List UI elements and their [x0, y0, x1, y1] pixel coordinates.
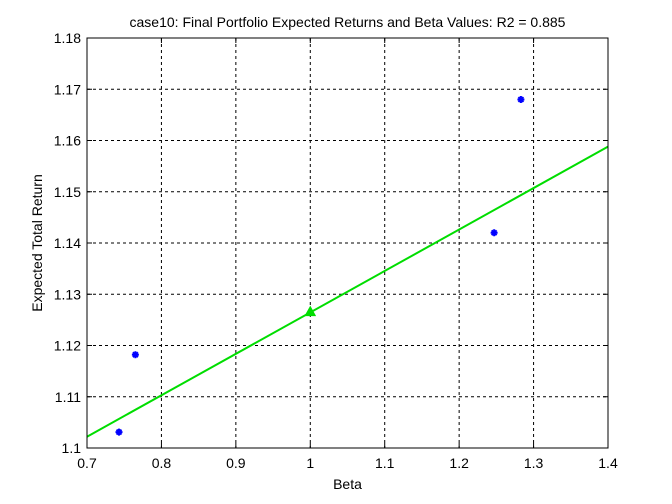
x-tick-label: 1.3 — [524, 455, 544, 471]
y-tick-label: 1.17 — [54, 81, 81, 97]
y-tick-label: 1.16 — [54, 133, 81, 149]
fit-line — [86, 145, 609, 438]
x-tick-label: 0.8 — [152, 455, 172, 471]
data-point-triangle — [304, 305, 317, 317]
data-point-asterisk — [490, 229, 498, 237]
y-tick-label: 1.15 — [54, 184, 81, 200]
y-tick-label: 1.13 — [54, 286, 81, 302]
y-tick-label: 1.12 — [54, 338, 81, 354]
grid — [87, 38, 608, 448]
data-point-asterisk — [131, 351, 139, 359]
y-axis-title: Expected Total Return — [29, 174, 45, 312]
data-layer — [86, 96, 609, 438]
y-tick-label: 1.14 — [54, 235, 81, 251]
chart-title: case10: Final Portfolio Expected Returns… — [130, 14, 566, 30]
x-tick-label: 0.9 — [226, 455, 246, 471]
x-tick-label: 0.7 — [77, 455, 97, 471]
y-tick-label: 1.11 — [55, 389, 81, 405]
data-point-asterisk — [517, 96, 525, 103]
x-tick-label: 1.4 — [598, 455, 618, 471]
data-point-asterisk — [115, 428, 123, 436]
x-tick-label: 1.1 — [375, 455, 395, 471]
y-tick-label: 1.18 — [54, 30, 81, 46]
x-tick-label: 1 — [306, 455, 314, 471]
x-tick-label: 1.2 — [449, 455, 469, 471]
x-axis-title: Beta — [333, 476, 362, 492]
ticks: 0.7 0.8 0.9 1 1.1 1.2 1.3 1.4 1.1 1.11 1.12 1.13 1.1… — [54, 30, 618, 471]
y-tick-label: 1.1 — [62, 440, 82, 456]
